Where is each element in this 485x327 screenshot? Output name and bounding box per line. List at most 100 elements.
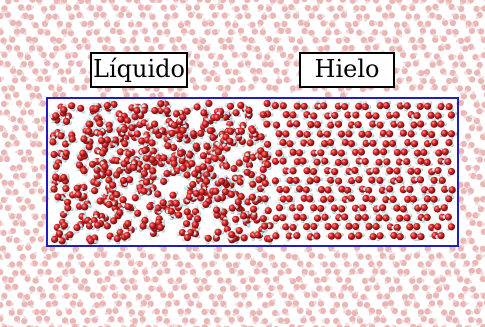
hydrogen-atom bbox=[313, 301, 317, 305]
hydrogen-atom bbox=[338, 268, 342, 273]
oxygen-atom bbox=[84, 77, 91, 84]
hydrogen-atom bbox=[320, 288, 324, 293]
hydrogen-atom bbox=[12, 90, 16, 94]
oxygen-atom bbox=[327, 121, 335, 129]
hydrogen-atom bbox=[106, 19, 110, 23]
hydrogen-atom bbox=[389, 250, 393, 254]
hydrogen-atom bbox=[334, 264, 338, 268]
hydrogen-atom bbox=[125, 247, 129, 251]
oxygen-atom bbox=[256, 291, 264, 298]
oxygen-atom bbox=[141, 27, 149, 35]
hydrogen-atom bbox=[11, 129, 15, 133]
hydrogen-atom bbox=[464, 71, 468, 75]
hydrogen-atom bbox=[433, 15, 437, 19]
oxygen-atom bbox=[113, 157, 121, 165]
hydrogen-atom bbox=[20, 196, 24, 200]
hydrogen-atom bbox=[193, 82, 197, 86]
oxygen-atom bbox=[89, 292, 97, 299]
hydrogen-atom bbox=[306, 307, 310, 311]
oxygen-atom bbox=[197, 129, 205, 137]
oxygen-atom bbox=[289, 167, 297, 175]
hydrogen-atom bbox=[25, 52, 29, 56]
oxygen-atom bbox=[326, 139, 335, 147]
oxygen-atom bbox=[15, 100, 23, 107]
hydrogen-atom bbox=[55, 308, 60, 312]
oxygen-atom bbox=[126, 176, 134, 184]
oxygen-atom bbox=[445, 77, 453, 85]
hydrogen-atom bbox=[353, 9, 357, 14]
oxygen-atom bbox=[76, 253, 83, 260]
oxygen-atom bbox=[201, 120, 209, 128]
oxygen-atom bbox=[84, 268, 92, 275]
hydrogen-atom bbox=[378, 4, 382, 8]
hydrogen-atom bbox=[283, 270, 287, 274]
hydrogen-atom bbox=[475, 250, 479, 254]
hydrogen-atom bbox=[460, 155, 464, 159]
oxygen-atom bbox=[457, 54, 464, 61]
oxygen-atom bbox=[168, 129, 176, 137]
oxygen-atom bbox=[472, 212, 479, 219]
oxygen-atom bbox=[409, 4, 416, 12]
oxygen-atom bbox=[248, 193, 256, 201]
oxygen-atom bbox=[51, 235, 59, 243]
oxygen-atom bbox=[64, 204, 72, 212]
oxygen-atom bbox=[164, 13, 171, 20]
oxygen-atom bbox=[447, 167, 456, 176]
hydrogen-atom bbox=[86, 266, 90, 270]
hydrogen-atom bbox=[324, 88, 328, 92]
hydrogen-atom bbox=[416, 59, 420, 63]
oxygen-atom bbox=[465, 211, 472, 218]
hydrogen-atom bbox=[134, 279, 138, 283]
hydrogen-atom bbox=[15, 33, 19, 37]
oxygen-atom bbox=[475, 254, 482, 261]
oxygen-atom bbox=[235, 159, 243, 167]
oxygen-atom bbox=[120, 277, 127, 284]
hydrogen-atom bbox=[302, 315, 306, 319]
oxygen-atom bbox=[405, 13, 412, 20]
hydrogen-atom bbox=[162, 269, 166, 273]
oxygen-atom bbox=[367, 36, 374, 43]
hydrogen-atom bbox=[30, 165, 34, 169]
hydrogen-atom bbox=[369, 312, 373, 316]
hydrogen-atom bbox=[94, 16, 98, 20]
oxygen-atom bbox=[7, 180, 15, 187]
hydrogen-atom bbox=[127, 289, 131, 293]
hydrogen-atom bbox=[479, 292, 483, 296]
oxygen-atom bbox=[176, 132, 184, 140]
hydrogen-atom bbox=[292, 304, 296, 308]
oxygen-atom bbox=[104, 21, 111, 28]
oxygen-atom bbox=[428, 131, 436, 139]
oxygen-atom bbox=[39, 309, 47, 316]
hydrogen-atom bbox=[2, 184, 6, 188]
oxygen-atom bbox=[339, 0, 346, 3]
hydrogen-atom bbox=[478, 6, 482, 11]
oxygen-atom bbox=[198, 188, 206, 196]
oxygen-atom bbox=[347, 27, 354, 35]
hydrogen-atom bbox=[416, 71, 420, 75]
oxygen-atom bbox=[33, 117, 41, 125]
oxygen-atom bbox=[393, 148, 401, 157]
hydrogen-atom bbox=[411, 275, 415, 280]
oxygen-atom bbox=[227, 28, 235, 36]
hydrogen-atom bbox=[444, 264, 448, 268]
hydrogen-atom bbox=[282, 320, 286, 325]
hydrogen-atom bbox=[252, 48, 256, 53]
hydrogen-atom bbox=[471, 23, 475, 27]
oxygen-atom bbox=[250, 205, 258, 213]
oxygen-atom bbox=[395, 158, 404, 166]
oxygen-atom bbox=[419, 27, 427, 34]
oxygen-atom bbox=[41, 68, 48, 75]
hydrogen-atom bbox=[33, 252, 37, 256]
hydrogen-atom bbox=[296, 257, 300, 261]
hydrogen-atom bbox=[15, 168, 19, 172]
hydrogen-atom bbox=[227, 78, 231, 82]
oxygen-atom bbox=[84, 285, 91, 293]
hydrogen-atom bbox=[377, 291, 381, 295]
oxygen-atom bbox=[88, 261, 95, 268]
oxygen-atom bbox=[460, 252, 467, 260]
hydrogen-atom bbox=[319, 262, 323, 266]
oxygen-atom bbox=[424, 51, 431, 59]
hydrogen-atom bbox=[419, 77, 423, 81]
hydrogen-atom bbox=[399, 259, 403, 263]
